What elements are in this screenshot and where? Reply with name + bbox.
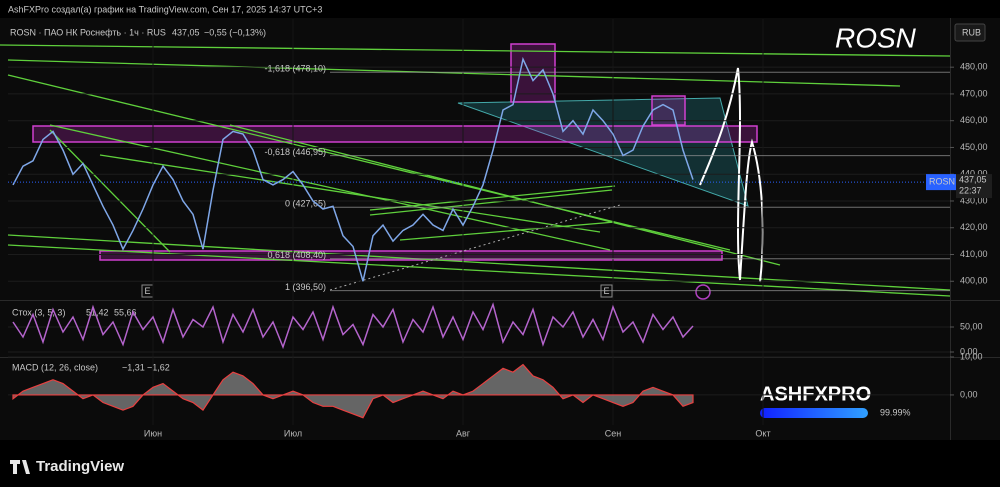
trend-line [7,244,951,297]
trend-line [49,129,171,253]
x-tick-label: Авг [456,428,471,438]
author-line: AshFXPro создал(а) график на TradingView… [8,4,322,14]
trend-line [369,185,616,211]
trend-line [7,74,731,251]
watermark: ASHFXPRO [760,383,871,405]
zone-box [32,125,758,143]
countdown: 22:37 [959,185,982,195]
y-tick-label: 400,00 [960,276,988,286]
y-tick-label: 50,00 [960,321,983,331]
fib-label: -0,618 (446,95) [264,147,326,157]
price-line [12,56,694,282]
fib-label: 0,618 (408,40) [267,250,326,260]
event-icon [695,284,711,300]
progress-bar [760,408,868,418]
price-tag-text: 437,05 [959,174,987,184]
y-tick-label: 430,00 [960,195,988,205]
zone-box [510,43,556,103]
currency: RUB [962,27,981,37]
progress-text: 99.99% [880,407,911,417]
stoch-d: 55,66 [114,307,137,317]
y-tick-label: 480,00 [960,62,988,72]
trend-line [399,221,616,241]
trend-line [49,124,611,251]
price-line [12,302,694,350]
footer-brand: TradingView [36,458,124,475]
macd-value: −1,31 [122,362,145,372]
chart-title: ROSN · ПАО НК Роснефть · 1ч · RUS [10,27,166,37]
y-tick-label: 470,00 [960,88,988,98]
x-tick-label: Окт [755,428,770,438]
dashed-line [329,204,621,291]
event-label: E [144,286,150,296]
logo [10,460,30,474]
symbol-tag-text: ROSN [929,176,955,186]
y-tick-label: 410,00 [960,249,988,259]
trend-line [0,44,951,57]
symbol-watermark: ROSN [835,22,917,53]
footer [0,440,1000,487]
zone-box [99,250,723,261]
price-tag [956,174,992,199]
y-tick-label: 0,00 [960,389,978,399]
symbol-tag [926,174,956,191]
currency-box [954,23,986,42]
stoch-k: 51,42 [86,307,109,317]
fib-label: -1,618 (478,10) [264,64,326,74]
macd-title: MACD (12, 26, close) [12,362,98,372]
x-tick-label: Июн [144,428,162,438]
fib-label: 1 (396,50) [285,282,326,292]
y-tick-label: 460,00 [960,115,988,125]
plot: 400,00 410,00 420,00 430,00 440,00 450,00 460,… [8,19,992,438]
trend-line [229,124,781,266]
zone-box [651,95,686,126]
macd-area [12,363,694,419]
y-tick-label: 0,00 [960,346,978,356]
macd-signal: −1,62 [147,362,170,372]
fib-label: 0 (427,65) [285,199,326,209]
y-tick-label: 420,00 [960,222,988,232]
y-tick-label: 450,00 [960,142,988,152]
hand-drawn-path [699,67,764,283]
trend-line [99,154,601,233]
trend-line [7,59,901,87]
trend-line [369,189,613,216]
drawings [0,43,951,297]
y-tick-label: 440,00 [960,169,988,179]
x-tick-label: Июл [284,428,302,438]
top-bar [0,0,1000,18]
price-change: −0,55 (−0,13%) [204,27,266,37]
last-price: 437,05 [172,27,200,37]
x-tick-label: Сен [605,428,622,438]
y-tick-label: 10,00 [960,351,983,361]
stoch-title: Стох (3, 5, 3) [12,307,65,317]
